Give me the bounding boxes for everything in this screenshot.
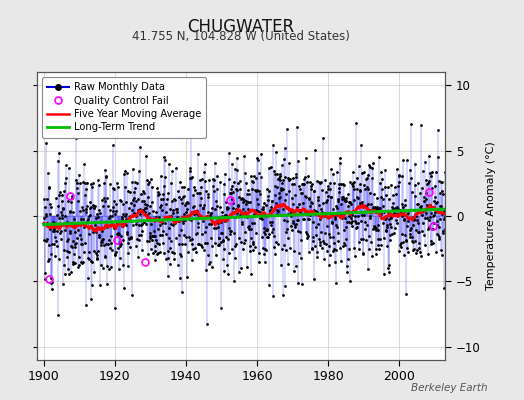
- Text: CHUGWATER: CHUGWATER: [188, 18, 294, 36]
- Y-axis label: Temperature Anomaly (°C): Temperature Anomaly (°C): [486, 142, 496, 290]
- Legend: Raw Monthly Data, Quality Control Fail, Five Year Moving Average, Long-Term Tren: Raw Monthly Data, Quality Control Fail, …: [42, 77, 206, 138]
- Text: Berkeley Earth: Berkeley Earth: [411, 383, 487, 393]
- Text: 41.755 N, 104.828 W (United States): 41.755 N, 104.828 W (United States): [132, 30, 350, 43]
